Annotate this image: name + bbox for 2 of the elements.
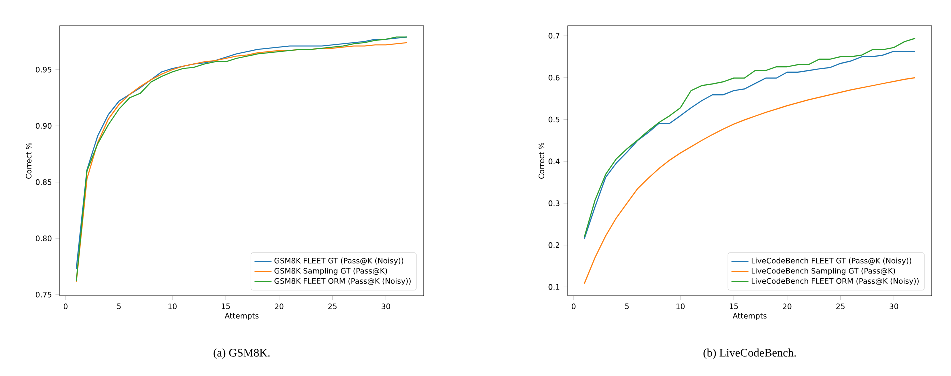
text: (b) LiveCodeBench. xyxy=(704,348,796,360)
text: (a) GSM8K. xyxy=(214,348,270,360)
